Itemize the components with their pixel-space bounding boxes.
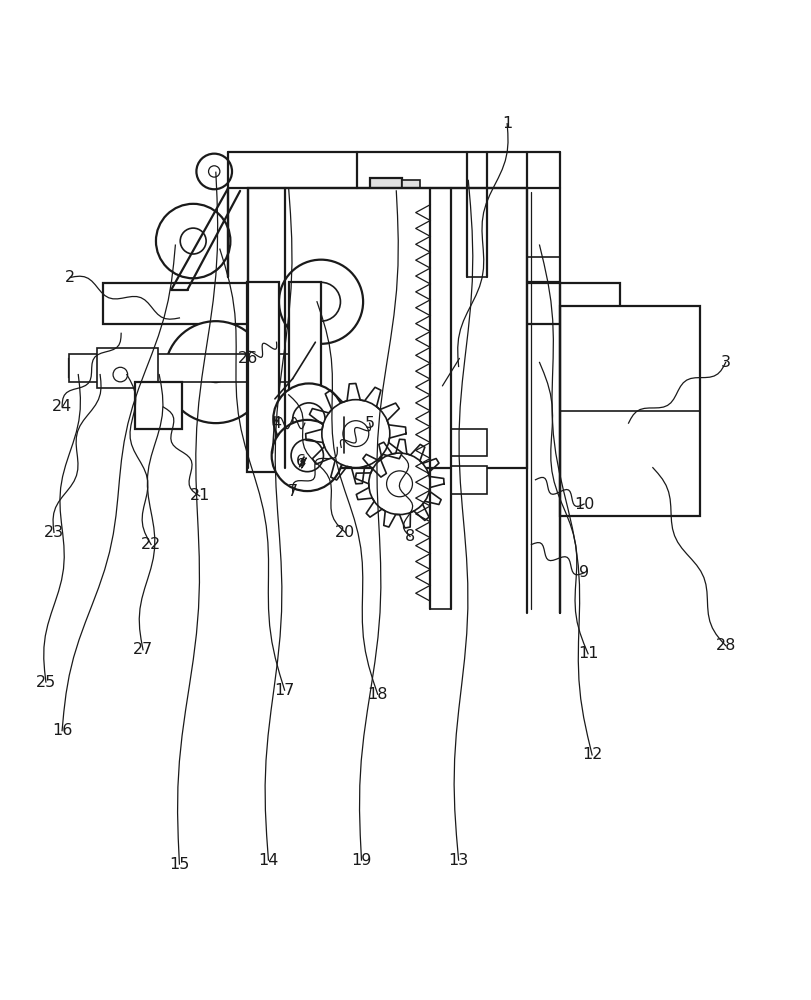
Text: 20: 20 [335, 525, 355, 540]
Text: 18: 18 [367, 687, 388, 702]
Bar [288, 282, 320, 472]
Circle shape [205, 362, 226, 383]
Circle shape [196, 154, 232, 189]
Text: 16: 16 [52, 723, 72, 738]
Bar [559, 306, 699, 516]
Bar [135, 382, 182, 429]
Bar [102, 283, 620, 324]
Circle shape [301, 282, 340, 321]
Circle shape [272, 420, 342, 491]
Text: 3: 3 [719, 355, 730, 370]
Text: 13: 13 [448, 853, 468, 868]
Circle shape [399, 321, 501, 423]
Circle shape [321, 400, 389, 468]
Text: 11: 11 [577, 646, 598, 661]
Circle shape [113, 367, 127, 382]
Circle shape [368, 453, 430, 515]
Circle shape [279, 260, 363, 344]
Text: 26: 26 [238, 351, 258, 366]
Bar [526, 188, 559, 257]
Text: 27: 27 [133, 642, 153, 657]
Circle shape [273, 383, 344, 455]
Circle shape [292, 403, 324, 435]
Bar [68, 354, 303, 382]
Text: 25: 25 [36, 675, 56, 690]
Circle shape [386, 471, 412, 497]
Text: 15: 15 [169, 857, 190, 872]
Text: 12: 12 [581, 747, 602, 762]
Text: 23: 23 [44, 525, 64, 540]
Bar [248, 188, 526, 468]
Circle shape [165, 321, 267, 423]
Text: 24: 24 [52, 399, 72, 414]
Text: 2: 2 [65, 270, 75, 285]
Bar [97, 348, 157, 388]
Circle shape [265, 396, 280, 411]
Text: 6: 6 [295, 454, 306, 469]
Circle shape [156, 204, 230, 278]
Bar [450, 466, 487, 494]
Bar [450, 429, 487, 456]
Text: 22: 22 [141, 537, 161, 552]
Circle shape [208, 166, 220, 177]
Text: 14: 14 [258, 853, 278, 868]
Text: 28: 28 [714, 638, 735, 653]
Text: 9: 9 [578, 565, 588, 580]
Text: 19: 19 [351, 853, 371, 868]
Text: 4: 4 [271, 416, 281, 431]
Text: 8: 8 [405, 529, 414, 544]
Text: 1: 1 [501, 116, 512, 131]
Circle shape [180, 228, 206, 254]
Text: 21: 21 [189, 488, 209, 503]
Bar [247, 282, 279, 472]
Circle shape [290, 439, 323, 472]
Text: 10: 10 [573, 497, 594, 512]
Text: 5: 5 [364, 416, 374, 431]
Text: 7: 7 [287, 484, 298, 499]
Bar [401, 180, 419, 197]
Circle shape [342, 421, 368, 447]
Text: 17: 17 [274, 683, 294, 698]
Bar [68, 359, 303, 377]
Circle shape [432, 354, 468, 390]
Bar [369, 178, 401, 198]
